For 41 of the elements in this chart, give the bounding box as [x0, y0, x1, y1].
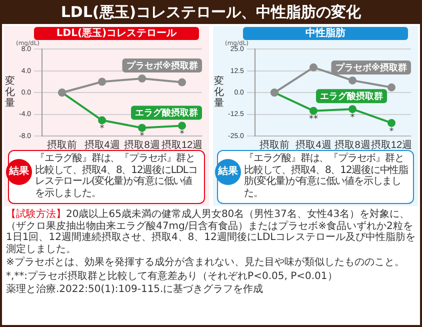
point — [348, 105, 356, 114]
x-tick-label: 摂取12週 — [161, 138, 203, 151]
series-label: プラセボ※摂取群 — [335, 62, 407, 74]
x-tick-label: 摂取8週 — [334, 138, 370, 151]
point — [348, 76, 356, 84]
y-axis-title: 変化量 — [5, 76, 16, 109]
point — [309, 106, 318, 115]
annotation: * — [389, 126, 394, 137]
x-tick-label: 摂取4週 — [296, 138, 332, 151]
point — [98, 78, 106, 86]
annotation: ** — [308, 114, 318, 125]
text: LDL(悪玉)コレステロール、中性脂肪の変化 — [60, 2, 362, 22]
annotation: * — [350, 112, 356, 123]
point — [138, 124, 146, 132]
chart-title: 中性脂肪 — [243, 27, 408, 40]
x-tick-label: 摂取前 — [259, 138, 290, 151]
text: 『エラグ酸』群は、『プラセボ』群と比較して、摂取4、8、12週後に中性脂肪(変化量)が有意に低い値を示しました。 — [244, 153, 410, 199]
annotation: * — [100, 124, 105, 134]
point — [309, 63, 318, 72]
point — [178, 122, 186, 130]
text: 結果 — [215, 159, 241, 185]
x-tick-label: 摂取前 — [47, 138, 78, 151]
x-tick-label: 摂取4週 — [84, 138, 120, 151]
x-tick-label: 摂取12週 — [370, 138, 412, 151]
text: *,**:プラセボ摂取群と比較して有意差あり（それぞれP<0.05, P<0.01） — [6, 270, 338, 282]
series-label: プラセボ※摂取群 — [126, 60, 198, 72]
text: ※プラセボとは、効果を発揮する成分が含まれない、見た目や味が類似したもののこと。 — [6, 257, 406, 268]
chart-title: LDL(悪玉)コレステロール — [34, 27, 199, 40]
text: 薬理と治療.2022:50(1):109-115.に基づきグラフを作成 — [6, 284, 264, 296]
y-axis-title: 変化量 — [214, 76, 225, 109]
series-label: エラグ酸摂取群 — [320, 90, 383, 102]
point — [138, 74, 146, 82]
text: 【試験方法】 — [6, 209, 66, 220]
series-label: エラグ酸摂取群 — [135, 108, 198, 119]
point — [387, 83, 396, 92]
text: 結果 — [6, 159, 32, 185]
annotation: * — [180, 130, 185, 140]
point — [98, 116, 106, 124]
point — [387, 118, 396, 127]
point — [178, 78, 186, 86]
text: 『エラグ酸』群は、『プラセボ』群と比較して、摂取4、8、12週後にLDLコレステロール(変化量)が有意に低い値を示しました。 — [35, 153, 198, 199]
